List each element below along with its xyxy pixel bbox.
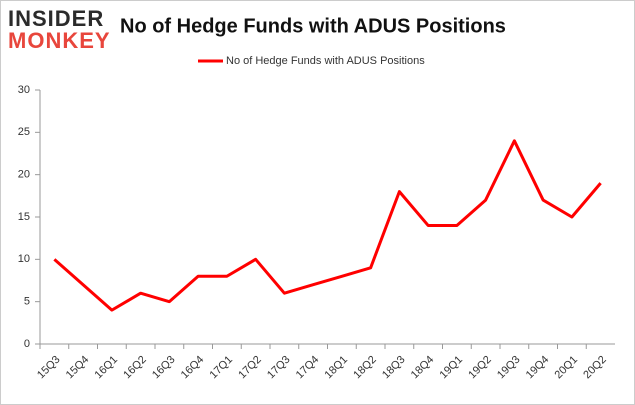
y-tick-label: 15 <box>18 211 30 223</box>
y-tick-label: 10 <box>18 253 30 265</box>
y-tick-label: 20 <box>18 169 30 181</box>
logo-line2: MONKEY <box>8 28 111 53</box>
logo-line1: INSIDER <box>8 6 104 31</box>
series-line <box>53 139 602 312</box>
legend-label: No of Hedge Funds with ADUS Positions <box>226 55 425 67</box>
y-tick-label: 25 <box>18 126 30 138</box>
y-tick-label: 0 <box>24 338 30 350</box>
y-tick-label: 30 <box>18 84 30 96</box>
chart-title: No of Hedge Funds with ADUS Positions <box>120 15 506 37</box>
y-tick-label: 5 <box>24 296 30 308</box>
